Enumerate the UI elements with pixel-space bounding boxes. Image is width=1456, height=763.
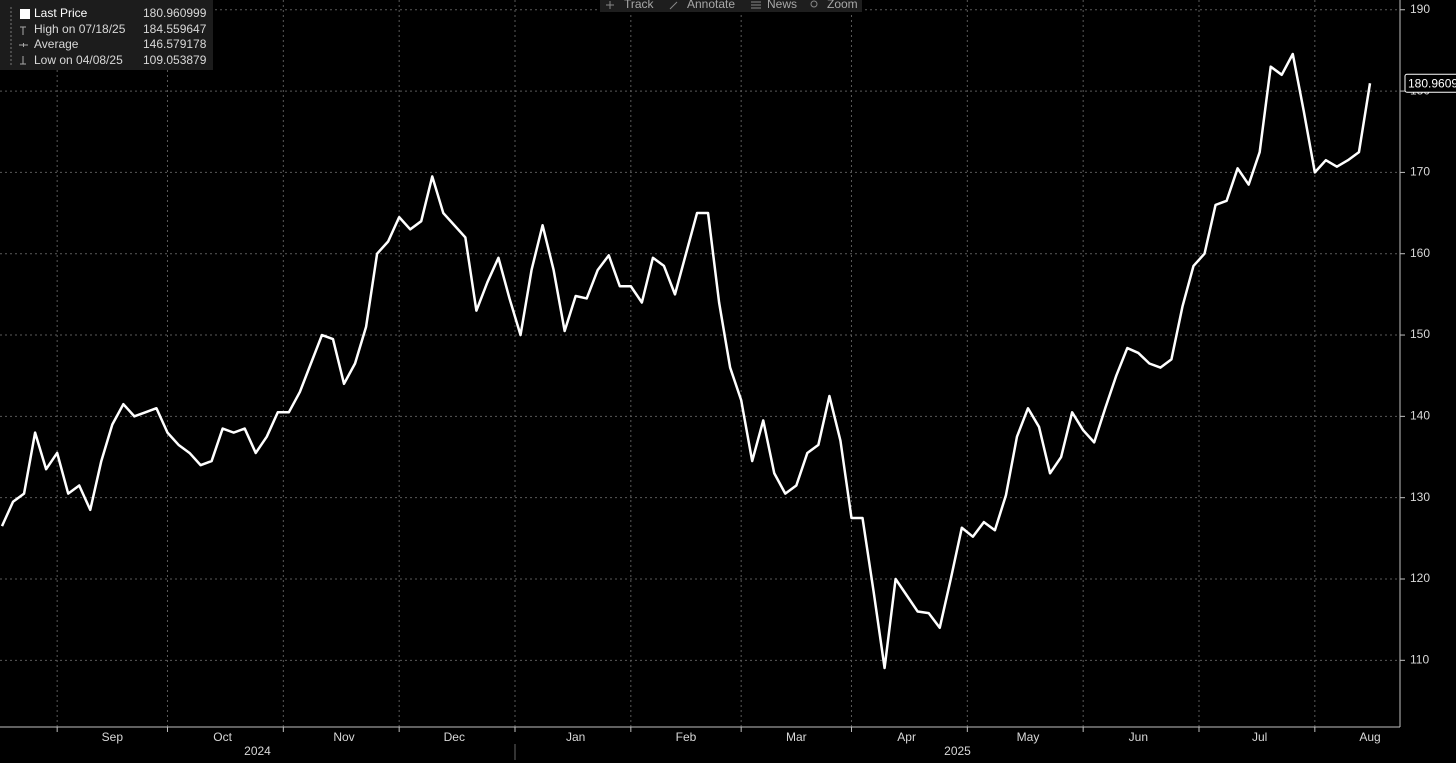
x-tick-label: Apr (897, 730, 916, 744)
x-tick-label: Mar (786, 730, 807, 744)
y-tick-label: 170 (1410, 165, 1430, 179)
toolbar: Track Annotate News Zoom (600, 0, 862, 12)
x-tick-label: May (1017, 730, 1040, 744)
track-icon (606, 1, 614, 9)
last-price-label: 180.960999 (1408, 76, 1456, 90)
y-tick-label: 140 (1410, 409, 1430, 423)
price-line (0, 52, 1372, 670)
year-label: 2025 (944, 744, 971, 758)
x-tick-label: Jul (1252, 730, 1267, 744)
legend-value: 146.579178 (143, 37, 207, 51)
legend-high-icon (20, 26, 26, 35)
toolbar-button[interactable]: Track (624, 0, 655, 11)
y-tick-label: 130 (1410, 490, 1430, 504)
legend-average-icon (19, 43, 28, 47)
x-tick-label: Feb (676, 730, 697, 744)
y-tick-label: 150 (1410, 327, 1430, 341)
y-tick-label: 190 (1410, 2, 1430, 16)
legend-low-icon (20, 56, 26, 65)
y-tick-label: 110 (1410, 652, 1429, 666)
x-tick-label: Aug (1359, 730, 1380, 744)
x-tick-label: Dec (444, 730, 465, 744)
x-tick-label: Sep (102, 730, 124, 744)
year-label: 2024 (244, 744, 271, 758)
y-tick-label: 120 (1410, 571, 1430, 585)
legend-swatch (20, 9, 30, 19)
legend-box (0, 0, 213, 70)
legend-label: High on 07/18/25 (34, 22, 126, 36)
legend-value: 109.053879 (143, 53, 207, 67)
legend-label: Low on 04/08/25 (34, 53, 123, 67)
legend-value: 180.960999 (143, 6, 207, 20)
legend-label: Average (34, 37, 79, 51)
toolbar-button[interactable]: News (767, 0, 797, 11)
x-tick-label: Jun (1129, 730, 1148, 744)
legend: Last Price 180.960999 High on 07/18/25 1… (0, 0, 213, 70)
annotate-icon (669, 1, 678, 10)
toolbar-button[interactable]: Annotate (687, 0, 735, 11)
toolbar-button[interactable]: Zoom (827, 0, 858, 11)
news-icon (751, 1, 761, 9)
x-tick-label: Nov (333, 730, 354, 744)
toolbar-bg (600, 0, 862, 12)
zoom-icon (810, 0, 818, 8)
legend-value: 184.559647 (143, 22, 207, 36)
x-tick-label: Jan (566, 730, 585, 744)
plot (0, 52, 1372, 670)
legend-label: Last Price (34, 6, 88, 20)
last-price-tag (1404, 73, 1456, 93)
y-tick-label: 160 (1410, 246, 1430, 260)
x-tick-label: Oct (213, 730, 232, 744)
